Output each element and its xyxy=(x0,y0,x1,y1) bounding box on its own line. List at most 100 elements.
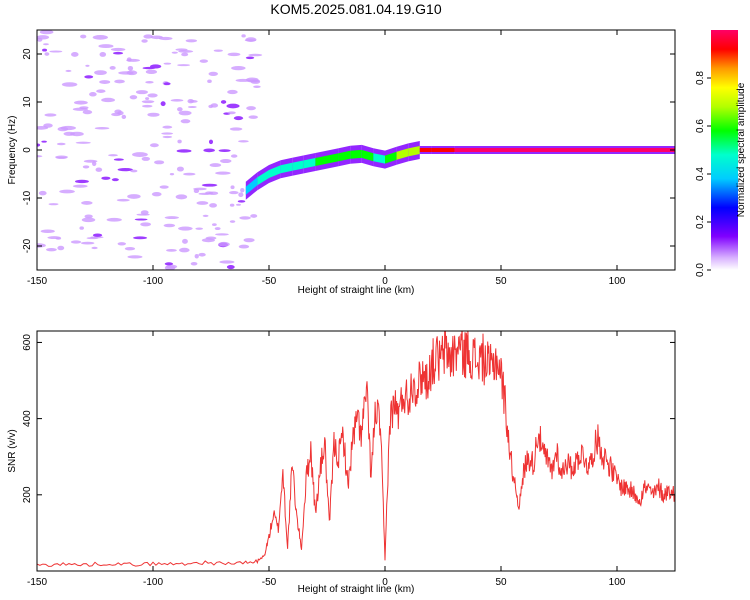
heatmap-noise-blob xyxy=(202,214,209,218)
heatmap-noise-blob xyxy=(214,227,221,231)
heatmap-track-core xyxy=(303,158,316,169)
heatmap-noise-blob xyxy=(141,156,151,161)
heatmap-noise-blob xyxy=(151,191,162,197)
heatmap-noise-blob xyxy=(227,52,241,57)
heatmap-noise-blob xyxy=(240,188,245,193)
heatmap-y-tick-label: 20 xyxy=(22,48,33,60)
heatmap-noise-blob xyxy=(219,159,232,164)
heatmap-noise-blob xyxy=(178,50,194,53)
heatmap-noise-blob xyxy=(163,82,171,86)
snr-y-tick-label: 200 xyxy=(22,486,33,503)
heatmap-noise-blob xyxy=(59,189,75,194)
heatmap-noise-blob xyxy=(133,236,148,240)
heatmap-noise-blob xyxy=(229,220,236,223)
heatmap-noise-blob xyxy=(177,64,191,67)
heatmap-noise-blob xyxy=(114,79,125,84)
heatmap-noise-blob xyxy=(238,192,244,198)
heatmap-noise-blob xyxy=(163,62,172,65)
heatmap-noise-blob xyxy=(65,69,72,72)
heatmap-noise-blob xyxy=(193,189,200,194)
snr-x-tick-label: -50 xyxy=(262,577,277,588)
heatmap-noise-blob xyxy=(178,110,192,116)
heatmap-noise-blob xyxy=(80,34,87,39)
heatmap-noise-blob xyxy=(73,100,88,105)
heatmap-noise-layer xyxy=(37,30,263,270)
heatmap-noise-blob xyxy=(45,248,57,252)
snr-x-tick-label: -100 xyxy=(143,577,163,588)
snr-x-tick-label: -150 xyxy=(27,577,47,588)
heatmap-noise-blob xyxy=(38,190,47,196)
heatmap-noise-blob xyxy=(106,217,122,222)
heatmap-noise-blob xyxy=(209,203,218,208)
heatmap-noise-blob xyxy=(141,104,153,108)
heatmap-noise-blob xyxy=(127,255,143,259)
heatmap-noise-blob xyxy=(109,66,116,70)
heatmap-noise-blob xyxy=(127,194,141,199)
heatmap-track-core xyxy=(431,148,455,152)
heatmap-noise-blob xyxy=(187,98,194,104)
heatmap-y-tick-label: -10 xyxy=(22,190,33,205)
heatmap-noise-blob xyxy=(84,214,93,219)
heatmap-noise-blob xyxy=(37,35,50,40)
heatmap-x-ticks: -150 -100 -50 0 50 100 xyxy=(27,30,626,287)
heatmap-noise-blob xyxy=(239,216,251,220)
heatmap-noise-blob xyxy=(126,57,132,62)
heatmap-x-tick-label: 0 xyxy=(382,276,388,287)
heatmap-noise-blob xyxy=(110,47,126,52)
heatmap-noise-blob xyxy=(219,260,235,264)
heatmap-track-core xyxy=(327,153,339,164)
snr-y-tick-label: 600 xyxy=(22,334,33,351)
heatmap-noise-blob xyxy=(99,80,111,84)
heatmap-y-label: Frequency (Hz) xyxy=(7,116,18,185)
heatmap-noise-blob xyxy=(208,104,214,109)
heatmap-track-core xyxy=(559,148,617,152)
colorbar-ticks: 0.0 0.2 0.4 0.6 0.8 xyxy=(695,71,711,277)
heatmap-noise-blob xyxy=(130,169,138,173)
heatmap-track-core xyxy=(292,160,304,171)
heatmap-noise-blob xyxy=(141,39,148,43)
heatmap-noise-blob xyxy=(226,103,240,109)
heatmap-noise-blob xyxy=(199,59,208,63)
heatmap-track-core xyxy=(454,148,501,152)
heatmap-noise-blob xyxy=(187,105,197,109)
heatmap-noise-blob xyxy=(178,226,193,231)
snr-x-ticks: -150 -100 -50 0 50 100 xyxy=(27,331,626,588)
heatmap-x-tick-label: -100 xyxy=(143,276,163,287)
snr-series-line xyxy=(37,331,675,567)
heatmap-noise-blob xyxy=(117,167,133,172)
heatmap-noise-blob xyxy=(81,217,96,223)
heatmap-track-core xyxy=(617,148,675,152)
heatmap-noise-blob xyxy=(205,191,214,195)
heatmap-noise-blob xyxy=(238,244,250,249)
heatmap-track-core xyxy=(280,162,293,174)
heatmap-noise-blob xyxy=(215,171,231,175)
heatmap-track-core xyxy=(361,149,374,162)
heatmap-noise-blob xyxy=(56,142,66,146)
heatmap-noise-blob xyxy=(147,93,158,98)
heatmap-noise-blob xyxy=(169,172,175,176)
figure-title: KOM5.2025.081.04.19.G10 xyxy=(270,1,441,17)
heatmap-noise-blob xyxy=(92,233,103,237)
heatmap-noise-blob xyxy=(85,64,90,67)
heatmap-noise-blob xyxy=(248,53,263,57)
heatmap-noise-blob xyxy=(82,165,90,169)
heatmap-noise-blob xyxy=(142,66,156,70)
heatmap-noise-blob xyxy=(238,140,249,143)
heatmap-noise-blob xyxy=(134,218,148,221)
heatmap-signal-track xyxy=(245,141,675,200)
heatmap-noise-blob xyxy=(170,99,184,102)
heatmap-noise-blob xyxy=(177,139,182,144)
heatmap-noise-blob xyxy=(241,34,246,38)
heatmap-noise-blob xyxy=(185,39,198,43)
heatmap-noise-blob xyxy=(164,265,176,270)
heatmap-noise-blob xyxy=(75,141,91,144)
heatmap-noise-blob xyxy=(82,110,93,115)
heatmap-noise-blob xyxy=(135,90,148,95)
heatmap-noise-blob xyxy=(145,69,158,75)
heatmap-noise-blob xyxy=(182,238,188,244)
heatmap-noise-blob xyxy=(253,85,261,88)
heatmap-noise-blob xyxy=(121,114,127,119)
heatmap-noise-blob xyxy=(190,262,198,266)
heatmap-noise-blob xyxy=(177,107,183,112)
